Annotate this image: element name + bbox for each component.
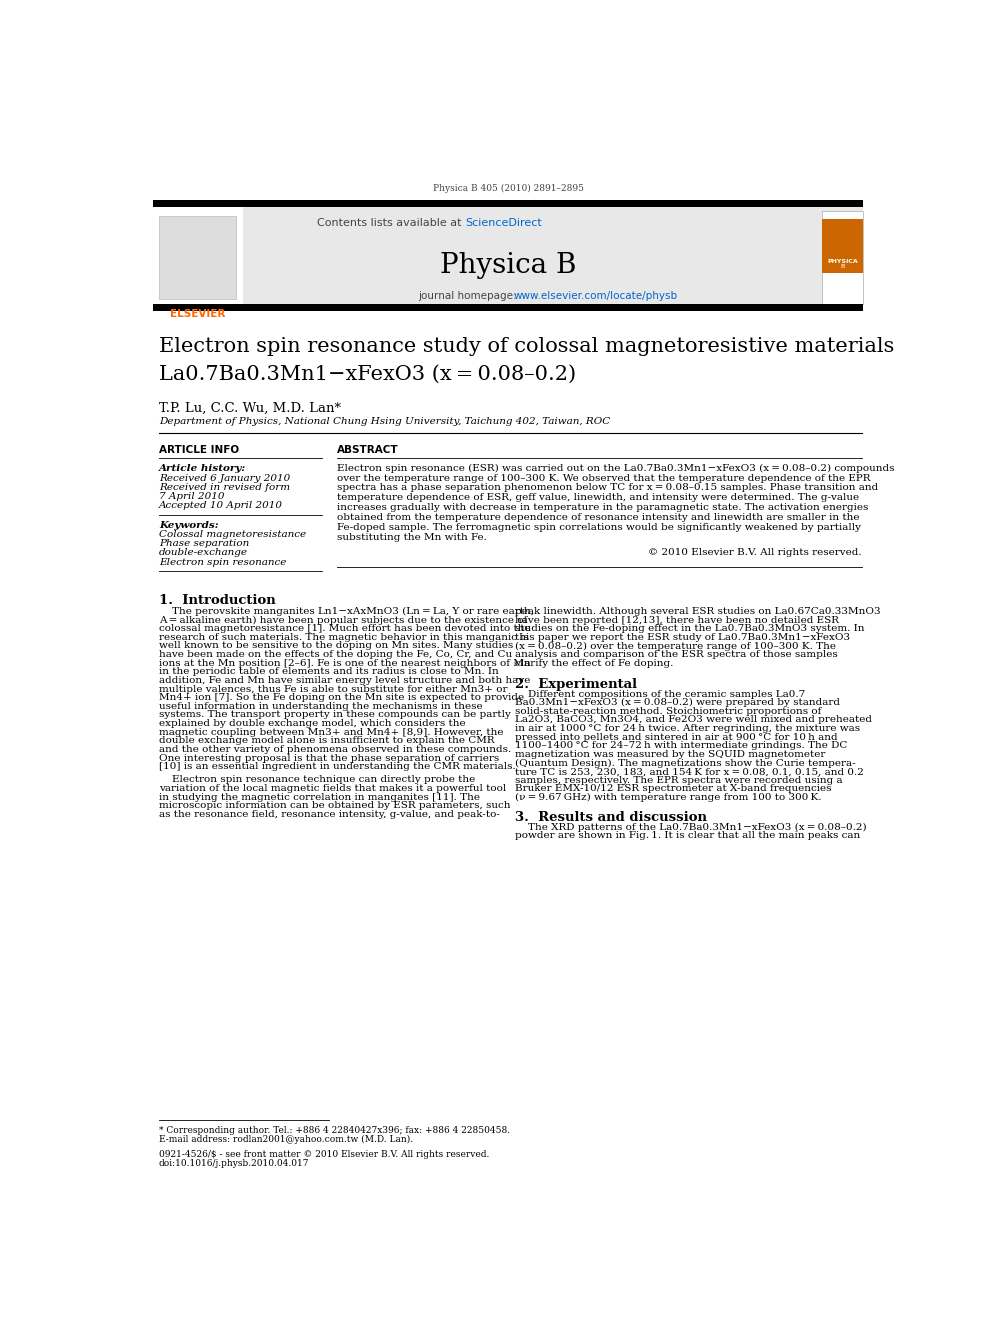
Text: [10] is an essential ingredient in understanding the CMR materials.: [10] is an essential ingredient in under…: [159, 762, 516, 771]
Text: Department of Physics, National Chung Hsing University, Taichung 402, Taiwan, RO: Department of Physics, National Chung Hs…: [159, 418, 610, 426]
Text: spectra has a phase separation phenomenon below TC for x = 0.08–0.15 samples. Ph: spectra has a phase separation phenomeno…: [337, 483, 878, 492]
Text: 1100–1400 °C for 24–72 h with intermediate grindings. The DC: 1100–1400 °C for 24–72 h with intermedia…: [516, 741, 848, 750]
Text: variation of the local magnetic fields that makes it a powerful tool: variation of the local magnetic fields t…: [159, 785, 506, 792]
Bar: [244, 206, 817, 306]
Text: 0921-4526/$ - see front matter © 2010 Elsevier B.V. All rights reserved.: 0921-4526/$ - see front matter © 2010 El…: [159, 1150, 489, 1159]
Text: magnetic coupling between Mn3+ and Mn4+ [8,9]. However, the: magnetic coupling between Mn3+ and Mn4+ …: [159, 728, 503, 737]
Text: journal homepage:: journal homepage:: [419, 291, 521, 300]
Text: Phase separation: Phase separation: [159, 540, 249, 548]
Text: T.P. Lu, C.C. Wu, M.D. Lan*: T.P. Lu, C.C. Wu, M.D. Lan*: [159, 402, 341, 415]
Text: explained by double exchange model, which considers the: explained by double exchange model, whic…: [159, 718, 465, 728]
Text: E-mail address: rodlan2001@yahoo.com.tw (M.D. Lan).: E-mail address: rodlan2001@yahoo.com.tw …: [159, 1135, 413, 1144]
Text: Electron spin resonance (ESR) was carried out on the La0.7Ba0.3Mn1−xFexO3 (x = 0: Electron spin resonance (ESR) was carrie…: [337, 463, 895, 472]
Text: systems. The transport property in these compounds can be partly: systems. The transport property in these…: [159, 710, 511, 720]
Text: multiple valences, thus Fe is able to substitute for either Mn3+ or: multiple valences, thus Fe is able to su…: [159, 684, 507, 693]
Text: Accepted 10 April 2010: Accepted 10 April 2010: [159, 501, 283, 511]
Text: colossal magnetoresistance [1]. Much effort has been devoted into the: colossal magnetoresistance [1]. Much eff…: [159, 624, 531, 634]
Text: One interesting proposal is that the phase separation of carriers: One interesting proposal is that the pha…: [159, 754, 499, 762]
Text: powder are shown in Fig. 1. It is clear that all the main peaks can: powder are shown in Fig. 1. It is clear …: [516, 831, 861, 840]
Text: over the temperature range of 100–300 K. We observed that the temperature depend: over the temperature range of 100–300 K.…: [337, 474, 871, 483]
Text: La2O3, BaCO3, Mn3O4, and Fe2O3 were well mixed and preheated: La2O3, BaCO3, Mn3O4, and Fe2O3 were well…: [516, 716, 872, 725]
Bar: [154, 206, 243, 306]
Text: double exchange model alone is insufficient to explain the CMR: double exchange model alone is insuffici…: [159, 737, 494, 745]
Text: magnetization was measured by the SQUID magnetometer: magnetization was measured by the SQUID …: [516, 750, 825, 759]
Text: addition, Fe and Mn have similar energy level structure and both have: addition, Fe and Mn have similar energy …: [159, 676, 531, 685]
Text: Physica B: Physica B: [440, 251, 576, 279]
Text: have been made on the effects of the doping the Fe, Co, Cr, and Cu: have been made on the effects of the dop…: [159, 650, 512, 659]
Text: Physica B 405 (2010) 2891–2895: Physica B 405 (2010) 2891–2895: [433, 184, 584, 193]
Text: have been reported [12,13], there have been no detailed ESR: have been reported [12,13], there have b…: [516, 615, 839, 624]
Text: Fe-doped sample. The ferromagnetic spin correlations would be significantly weak: Fe-doped sample. The ferromagnetic spin …: [337, 523, 861, 532]
Text: ABSTRACT: ABSTRACT: [337, 446, 399, 455]
Text: (Quantum Design). The magnetizations show the Curie tempera-: (Quantum Design). The magnetizations sho…: [516, 758, 856, 767]
Text: well known to be sensitive to the doping on Mn sites. Many studies: well known to be sensitive to the doping…: [159, 642, 513, 651]
Text: in air at 1000 °C for 24 h twice. After regrinding, the mixture was: in air at 1000 °C for 24 h twice. After …: [516, 724, 860, 733]
Text: ELSEVIER: ELSEVIER: [170, 308, 225, 319]
Text: microscopic information can be obtained by ESR parameters, such: microscopic information can be obtained …: [159, 802, 510, 810]
Text: * Corresponding author. Tel.: +886 4 22840427x396; fax: +886 4 22850458.: * Corresponding author. Tel.: +886 4 228…: [159, 1126, 510, 1135]
Text: 2.  Experimental: 2. Experimental: [516, 679, 638, 691]
Text: peak linewidth. Although several ESR studies on La0.67Ca0.33MnO3: peak linewidth. Although several ESR stu…: [516, 607, 881, 617]
Text: The perovskite manganites Ln1−xAxMnO3 (Ln = La, Y or rare earth,: The perovskite manganites Ln1−xAxMnO3 (L…: [159, 607, 534, 617]
Text: Contents lists available at: Contents lists available at: [317, 218, 465, 229]
Bar: [821, 218, 863, 273]
Text: temperature dependence of ESR, geff value, linewidth, and intensity were determi: temperature dependence of ESR, geff valu…: [337, 493, 859, 503]
Bar: [821, 212, 863, 303]
Text: La0.7Ba0.3Mn1−xFexO3 (x = 0.08–0.2): La0.7Ba0.3Mn1−xFexO3 (x = 0.08–0.2): [159, 365, 576, 384]
Bar: [154, 304, 863, 311]
Text: in the periodic table of elements and its radius is close to Mn. In: in the periodic table of elements and it…: [159, 667, 499, 676]
Text: research of such materials. The magnetic behavior in this manganic is: research of such materials. The magnetic…: [159, 632, 529, 642]
Text: PHYSICA: PHYSICA: [827, 259, 858, 263]
Text: ture TC is 253, 230, 183, and 154 K for x = 0.08, 0.1, 0.15, and 0.2: ture TC is 253, 230, 183, and 154 K for …: [516, 767, 864, 777]
Text: substituting the Mn with Fe.: substituting the Mn with Fe.: [337, 533, 487, 541]
Text: Keywords:: Keywords:: [159, 521, 218, 529]
Text: 3.  Results and discussion: 3. Results and discussion: [516, 811, 707, 824]
Text: Different compositions of the ceramic samples La0.7: Different compositions of the ceramic sa…: [516, 689, 806, 699]
Text: useful information in understanding the mechanisms in these: useful information in understanding the …: [159, 701, 482, 710]
Text: Article history:: Article history:: [159, 463, 246, 472]
Bar: [244, 206, 817, 306]
Text: The XRD patterns of the La0.7Ba0.3Mn1−xFexO3 (x = 0.08–0.2): The XRD patterns of the La0.7Ba0.3Mn1−xF…: [516, 823, 867, 832]
Text: clarify the effect of Fe doping.: clarify the effect of Fe doping.: [516, 659, 674, 668]
Text: Received 6 January 2010: Received 6 January 2010: [159, 474, 290, 483]
Text: double-exchange: double-exchange: [159, 548, 248, 557]
Text: ARTICLE INFO: ARTICLE INFO: [159, 446, 239, 455]
Text: Electron spin resonance: Electron spin resonance: [159, 557, 287, 566]
Text: Ba0.3Mn1−xFexO3 (x = 0.08–0.2) were prepared by standard: Ba0.3Mn1−xFexO3 (x = 0.08–0.2) were prep…: [516, 699, 840, 708]
Text: increases gradually with decrease in temperature in the paramagnetic state. The : increases gradually with decrease in tem…: [337, 503, 869, 512]
Text: 1.  Introduction: 1. Introduction: [159, 594, 276, 607]
Text: as the resonance field, resonance intensity, g-value, and peak-to-: as the resonance field, resonance intens…: [159, 810, 500, 819]
Bar: [159, 216, 236, 299]
Text: (ν = 9.67 GHz) with temperature range from 100 to 300 K.: (ν = 9.67 GHz) with temperature range fr…: [516, 792, 822, 802]
Text: Mn4+ ion [7]. So the Fe doping on the Mn site is expected to provide: Mn4+ ion [7]. So the Fe doping on the Mn…: [159, 693, 524, 703]
Text: Electron spin resonance technique can directly probe the: Electron spin resonance technique can di…: [159, 775, 475, 785]
Text: obtained from the temperature dependence of resonance intensity and linewidth ar: obtained from the temperature dependence…: [337, 513, 860, 523]
Text: solid-state-reaction method. Stoichiometric proportions of: solid-state-reaction method. Stoichiomet…: [516, 706, 821, 716]
Text: analysis and comparison of the ESR spectra of those samples: analysis and comparison of the ESR spect…: [516, 650, 838, 659]
Text: Colossal magnetoresistance: Colossal magnetoresistance: [159, 531, 306, 538]
Text: A = alkaline earth) have been popular subjects due to the existence of: A = alkaline earth) have been popular su…: [159, 615, 527, 624]
Text: pressed into pellets and sintered in air at 900 °C for 10 h and: pressed into pellets and sintered in air…: [516, 733, 838, 742]
Text: samples, respectively. The EPR spectra were recorded using a: samples, respectively. The EPR spectra w…: [516, 775, 843, 785]
Text: studies on the Fe-doping effect in the La0.7Ba0.3MnO3 system. In: studies on the Fe-doping effect in the L…: [516, 624, 865, 634]
Text: ions at the Mn position [2–6]. Fe is one of the nearest neighbors of Mn: ions at the Mn position [2–6]. Fe is one…: [159, 659, 531, 668]
Text: in studying the magnetic correlation in manganites [11]. The: in studying the magnetic correlation in …: [159, 792, 480, 802]
Text: www.elsevier.com/locate/physb: www.elsevier.com/locate/physb: [514, 291, 678, 300]
Bar: [154, 200, 863, 206]
Text: 7 April 2010: 7 April 2010: [159, 492, 224, 501]
Text: ScienceDirect: ScienceDirect: [465, 218, 542, 229]
Text: © 2010 Elsevier B.V. All rights reserved.: © 2010 Elsevier B.V. All rights reserved…: [648, 548, 862, 557]
Text: B: B: [840, 265, 844, 270]
Text: and the other variety of phenomena observed in these compounds.: and the other variety of phenomena obser…: [159, 745, 511, 754]
Text: (x = 0.08–0.2) over the temperature range of 100–300 K. The: (x = 0.08–0.2) over the temperature rang…: [516, 642, 836, 651]
Text: this paper we report the ESR study of La0.7Ba0.3Mn1−xFexO3: this paper we report the ESR study of La…: [516, 632, 850, 642]
Text: Electron spin resonance study of colossal magnetoresistive materials: Electron spin resonance study of colossa…: [159, 337, 894, 356]
Text: Bruker EMX-10/12 ESR spectrometer at X-band frequencies: Bruker EMX-10/12 ESR spectrometer at X-b…: [516, 785, 832, 794]
Bar: [154, 206, 863, 306]
Text: Received in revised form: Received in revised form: [159, 483, 290, 492]
Text: doi:10.1016/j.physb.2010.04.017: doi:10.1016/j.physb.2010.04.017: [159, 1159, 310, 1168]
